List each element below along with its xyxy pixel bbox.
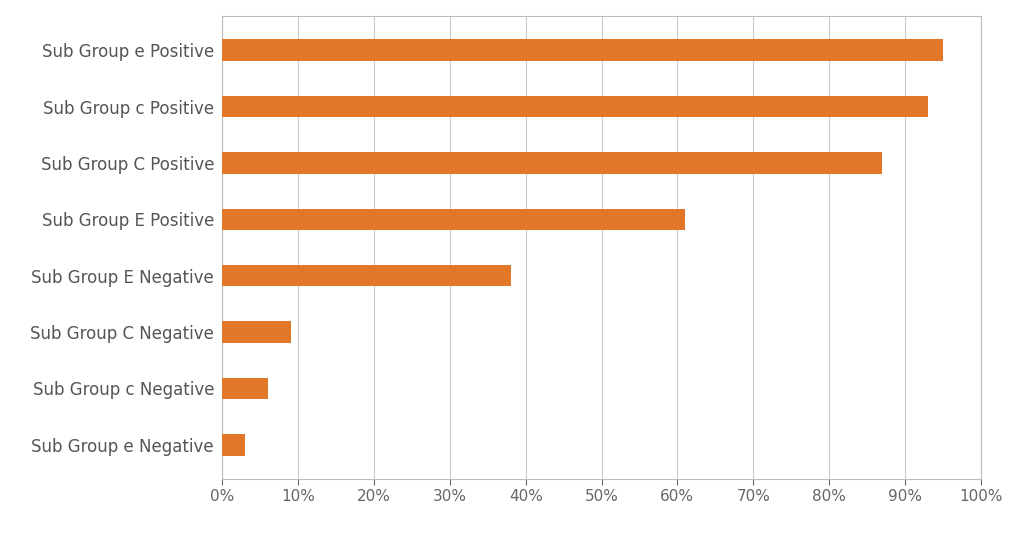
Bar <box>222 152 882 174</box>
Bar <box>222 96 928 118</box>
Bar <box>222 40 942 61</box>
Bar <box>222 378 268 399</box>
Bar <box>222 208 685 230</box>
Bar <box>222 265 511 287</box>
Bar <box>222 322 291 343</box>
Bar <box>222 434 245 456</box>
